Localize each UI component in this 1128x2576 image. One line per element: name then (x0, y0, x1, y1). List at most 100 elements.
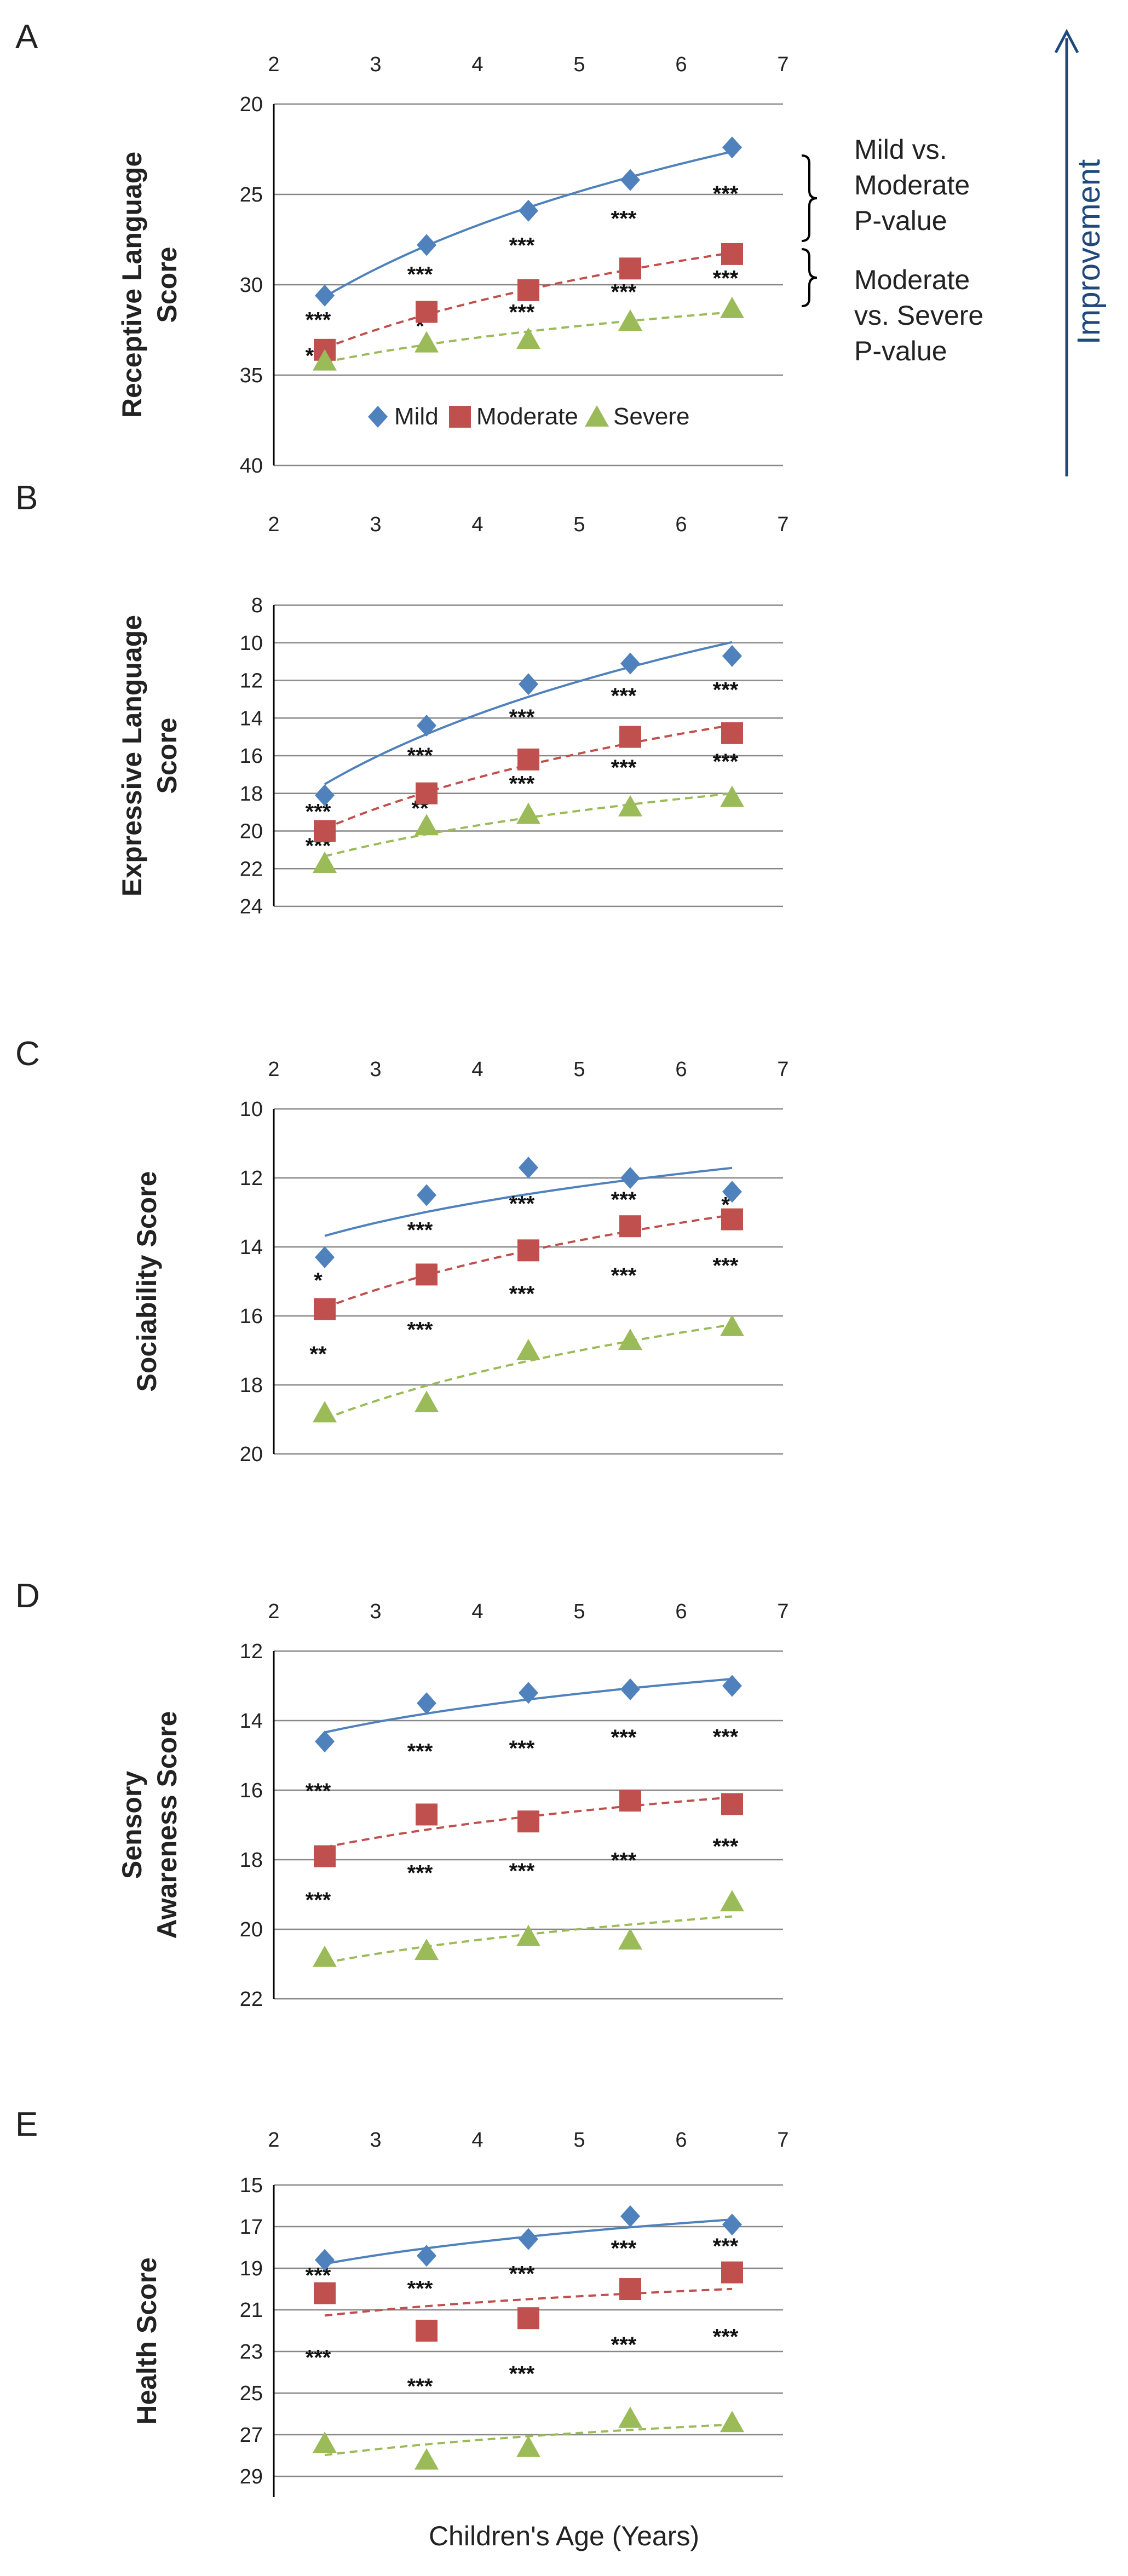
marker-moderate (721, 1793, 743, 1815)
marker-moderate (517, 748, 539, 771)
y-tick-label: 20 (240, 1918, 263, 1941)
significance-mild-moderate: *** (611, 1726, 637, 1750)
y-tick-label: 12 (240, 670, 263, 693)
marker-severe (415, 1390, 439, 1412)
marker-moderate (517, 1810, 539, 1833)
significance-moderate-severe: *** (306, 1888, 331, 1912)
marker-severe (313, 851, 337, 873)
marker-mild (722, 136, 742, 159)
marker-moderate (619, 726, 641, 748)
significance-mild-moderate: * (314, 1269, 323, 1293)
significance-moderate-severe: *** (407, 2374, 433, 2399)
significance-mild-moderate: *** (713, 182, 739, 206)
marker-severe (516, 2435, 540, 2457)
y-tick-label: 21 (240, 2299, 263, 2322)
marker-severe (720, 1890, 744, 1912)
significance-mild-moderate: *** (611, 2236, 637, 2261)
panel-a: A 20 25 30 35 40 2 3 4 5 6 7 Receptive Language Score… (15, 18, 789, 478)
y-tick-label: 14 (240, 1236, 263, 1259)
panel-letter-d: D (15, 1577, 40, 1615)
y-tick-label: 18 (240, 1849, 263, 1872)
marker-severe (516, 1924, 540, 1946)
y-tick-label: 14 (240, 707, 263, 730)
x-tick-label: 6 (675, 2129, 687, 2152)
marker-moderate (314, 1845, 336, 1867)
x-tick-label: 2 (268, 53, 279, 76)
marker-moderate (721, 1208, 743, 1231)
x-tick-label: 5 (573, 2129, 585, 2152)
significance-moderate-severe: *** (407, 1318, 433, 1342)
legend-label-mild: Mild (394, 403, 439, 430)
marker-mild (722, 645, 742, 667)
marker-moderate (416, 2320, 438, 2342)
x-tick-label: 4 (471, 53, 483, 76)
legend-label-moderate: Moderate (476, 403, 578, 430)
marker-severe (415, 1939, 439, 1960)
marker-mild (620, 2205, 640, 2227)
marker-severe (720, 1314, 744, 1336)
significance-mild-moderate: *** (509, 2262, 535, 2286)
y-tick-label: 12 (240, 1167, 263, 1190)
panel-letter-c: C (15, 1035, 40, 1073)
x-tick-label: 2 (268, 2129, 279, 2152)
anno-moderate-severe-line2: vs. Severe (854, 300, 983, 331)
marker-mild (417, 1692, 436, 1715)
marker-mild (620, 1167, 640, 1189)
marker-severe (618, 1928, 642, 1950)
significance-moderate-severe: *** (509, 1282, 535, 1306)
marker-severe (313, 1945, 337, 1967)
significance-moderate-severe: *** (611, 2333, 637, 2357)
x-tick-label: 5 (573, 53, 585, 76)
significance-moderate-severe: *** (713, 750, 739, 774)
marker-severe (618, 1329, 642, 1350)
anno-mild-moderate-line3: P-value (854, 205, 947, 236)
y-tick-label: 20 (240, 1443, 263, 1466)
y-tick-label: 16 (240, 1305, 263, 1328)
improvement-arrow-group: Improvement (1054, 28, 1107, 476)
marker-mild (722, 1675, 742, 1697)
marker-mild (315, 2249, 335, 2271)
marker-severe (720, 296, 744, 318)
marker-mild (417, 715, 436, 737)
y-axis-title-line: Score (152, 247, 182, 323)
marker-moderate (721, 2261, 743, 2284)
trendline-severe (324, 1324, 733, 1420)
y-axis-title-line: Sociability Score (131, 1171, 162, 1392)
x-tick-label: 3 (370, 1600, 381, 1623)
marker-severe (618, 795, 642, 817)
y-tick-label: 14 (240, 1710, 263, 1733)
y-tick-label: 12 (240, 1640, 263, 1663)
marker-moderate (416, 782, 438, 804)
significance-mild-moderate: *** (407, 263, 433, 287)
y-tick-label: 25 (240, 2382, 263, 2405)
x-tick-label: 5 (573, 1058, 585, 1081)
x-tick-label: 4 (471, 513, 483, 536)
significance-mild-moderate: *** (611, 207, 637, 231)
x-tick-label: 4 (471, 2129, 483, 2152)
y-tick-label: 40 (240, 455, 263, 478)
marker-moderate (517, 279, 539, 301)
marker-mild (519, 2228, 538, 2250)
legend-marker-severe (585, 405, 609, 427)
significance-moderate-severe: *** (713, 1835, 739, 1859)
significance-mild-moderate: *** (713, 678, 739, 702)
significance-moderate-severe: *** (509, 1859, 535, 1883)
marker-mild (519, 199, 538, 222)
marker-mild (519, 1157, 538, 1179)
marker-severe (516, 327, 540, 349)
bracket-mild-vs-moderate (801, 154, 818, 242)
bracket-moderate-vs-severe (801, 248, 818, 307)
y-tick-label: 18 (240, 783, 263, 806)
y-tick-label: 20 (240, 820, 263, 843)
marker-mild (315, 784, 335, 807)
trendline-mild (324, 641, 733, 785)
significance-mild-moderate: *** (713, 1725, 739, 1749)
marker-moderate (416, 1803, 438, 1826)
y-tick-label: 25 (240, 183, 263, 206)
marker-moderate (314, 820, 336, 842)
y-tick-label: 20 (240, 93, 263, 116)
marker-moderate (517, 2307, 539, 2330)
marker-moderate (619, 1790, 641, 1812)
